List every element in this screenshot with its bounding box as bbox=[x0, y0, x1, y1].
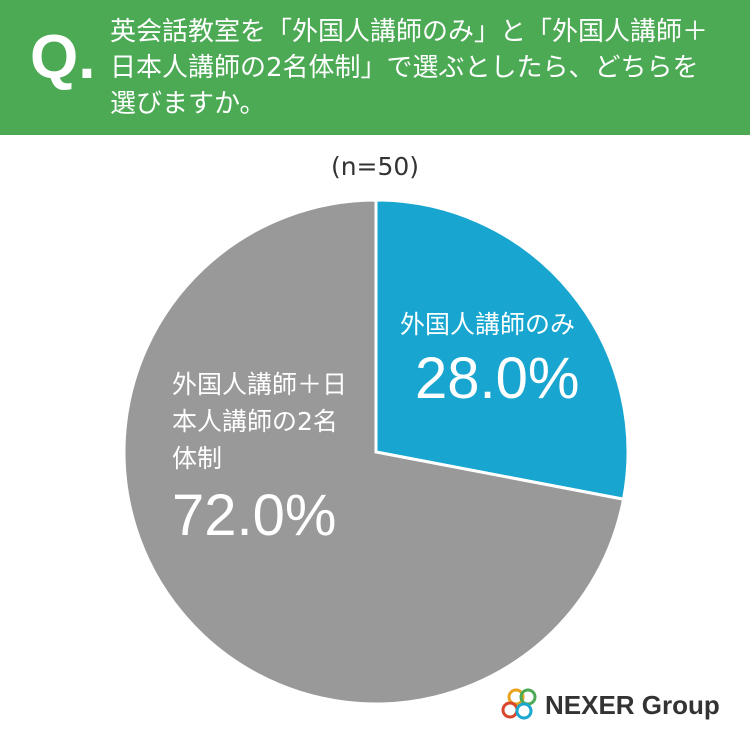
title: 英会話教室を「外国人講師のみ」と「外国人講師＋日本人講師の2名体制」で選ぶとした… bbox=[110, 17, 709, 119]
value-label: 28.0% bbox=[415, 346, 580, 411]
logo: NEXER Group bbox=[545, 690, 720, 720]
pie-slice bbox=[122, 198, 626, 706]
value-label: 72.0% bbox=[172, 483, 337, 548]
header: Q. 英会話教室を「外国人講師のみ」と「外国人講師＋日本人講師の2名体制」で選ぶ… bbox=[0, 0, 750, 135]
slice-label: 外国人講師＋日本人講師の2名体制 bbox=[172, 370, 348, 473]
slice-label: 外国人講師のみ bbox=[400, 310, 576, 339]
logo-icon bbox=[501, 688, 537, 720]
q-mark: Q. bbox=[30, 23, 96, 92]
pie-slice bbox=[374, 198, 630, 501]
subtitle: (n=50) bbox=[330, 152, 420, 181]
